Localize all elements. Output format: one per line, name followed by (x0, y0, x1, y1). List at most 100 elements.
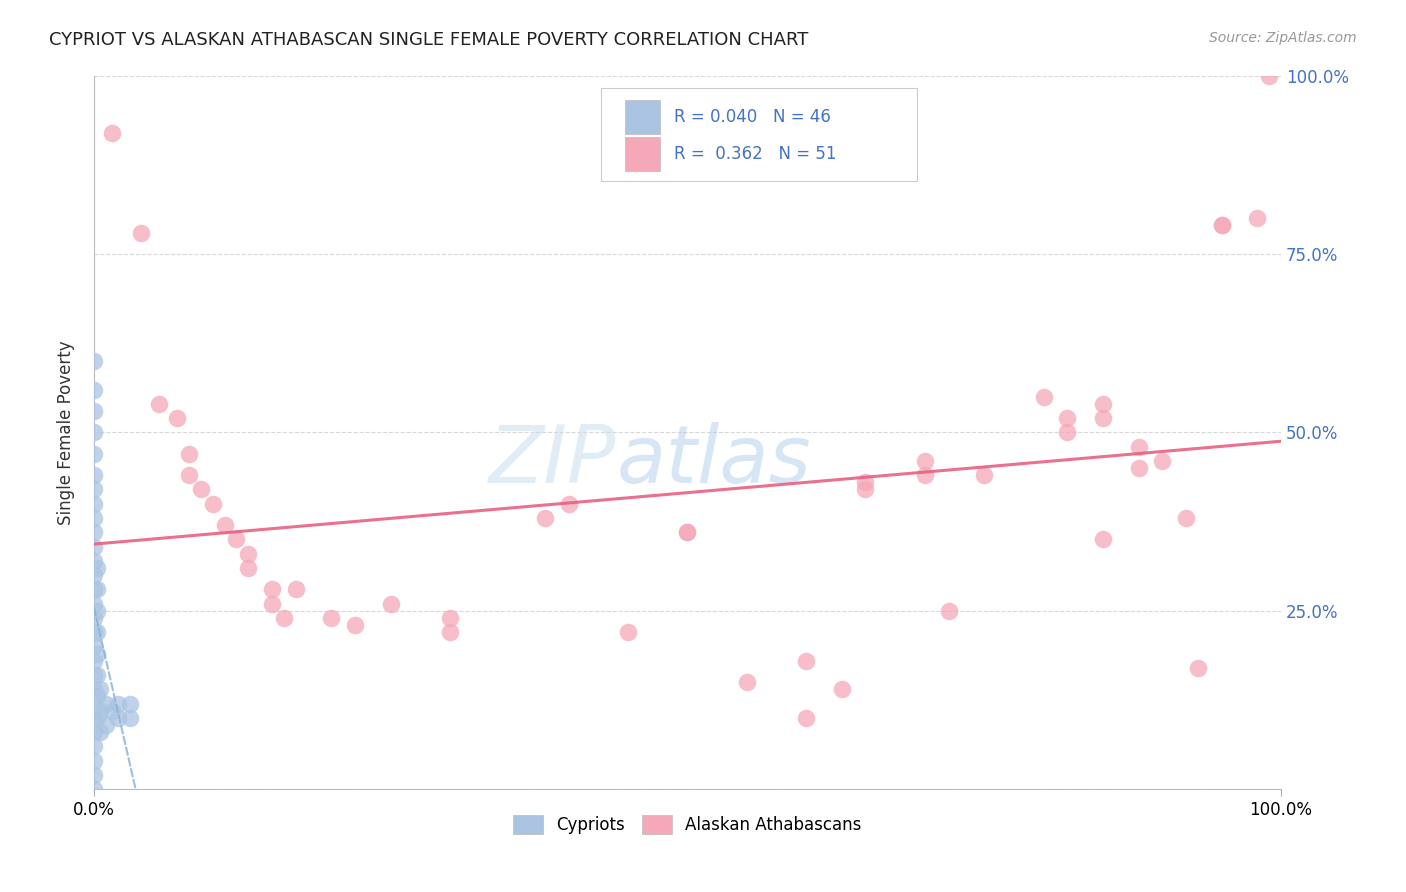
Point (100, 704, 122, 718)
Point (83, 383, 105, 397)
Point (94, 697, 117, 711)
Point (439, 625, 461, 640)
Point (83, 611, 105, 625)
Point (1056, 411, 1078, 425)
Point (83, 768, 105, 782)
Point (100, 126, 122, 140)
Point (1246, 211, 1268, 226)
Point (83, 497, 105, 511)
Point (86, 647, 108, 661)
Point (83, 625, 105, 640)
Point (938, 604, 960, 618)
Text: ZIP: ZIP (489, 422, 616, 500)
Point (107, 711, 129, 725)
Point (321, 611, 343, 625)
Point (83, 782, 105, 797)
Point (83, 697, 105, 711)
Point (89, 725, 111, 739)
FancyBboxPatch shape (624, 136, 661, 171)
Point (273, 611, 295, 625)
Point (380, 597, 402, 611)
Point (83, 668, 105, 682)
Point (201, 497, 224, 511)
Point (214, 518, 236, 533)
Point (225, 533, 247, 547)
Point (177, 468, 200, 483)
Point (344, 618, 367, 632)
Point (86, 711, 108, 725)
Point (794, 711, 817, 725)
Point (86, 668, 108, 682)
Point (89, 704, 111, 718)
Point (83, 682, 105, 697)
Point (83, 554, 105, 568)
Text: atlas: atlas (616, 422, 811, 500)
Point (86, 561, 108, 575)
Point (83, 654, 105, 668)
Point (914, 468, 936, 483)
Text: R = 0.040   N = 46: R = 0.040 N = 46 (675, 108, 831, 126)
Point (676, 525, 699, 540)
Point (118, 697, 141, 711)
Point (86, 582, 108, 597)
Point (118, 711, 141, 725)
Point (83, 511, 105, 525)
Point (86, 625, 108, 640)
Point (676, 525, 699, 540)
Point (177, 447, 200, 461)
Point (1258, 69, 1281, 83)
Point (284, 582, 307, 597)
Point (83, 568, 105, 582)
Point (1091, 411, 1114, 425)
Point (166, 411, 188, 425)
Point (83, 739, 105, 754)
Point (86, 604, 108, 618)
Point (94, 718, 117, 732)
Point (238, 547, 260, 561)
Point (1175, 511, 1198, 525)
Point (1091, 397, 1114, 411)
Y-axis label: Single Female Poverty: Single Female Poverty (58, 340, 75, 524)
Point (131, 226, 153, 240)
Point (1032, 390, 1054, 404)
Point (973, 468, 995, 483)
Point (1211, 219, 1233, 233)
Point (855, 483, 877, 497)
Point (83, 754, 105, 768)
Point (83, 582, 105, 597)
Point (1128, 461, 1150, 475)
Point (83, 711, 105, 725)
Text: Source: ZipAtlas.com: Source: ZipAtlas.com (1209, 31, 1357, 45)
Text: R =  0.362   N = 51: R = 0.362 N = 51 (675, 145, 837, 163)
Point (558, 497, 581, 511)
Point (1187, 661, 1209, 675)
Point (83, 525, 105, 540)
Point (83, 404, 105, 418)
Point (260, 597, 283, 611)
Point (238, 561, 260, 575)
Point (1211, 219, 1233, 233)
FancyBboxPatch shape (600, 87, 917, 181)
FancyBboxPatch shape (624, 100, 661, 134)
Point (855, 475, 877, 490)
Point (1091, 533, 1114, 547)
Point (1128, 440, 1150, 454)
Point (914, 454, 936, 468)
Point (617, 625, 640, 640)
Point (794, 654, 817, 668)
Point (83, 447, 105, 461)
Text: CYPRIOT VS ALASKAN ATHABASCAN SINGLE FEMALE POVERTY CORRELATION CHART: CYPRIOT VS ALASKAN ATHABASCAN SINGLE FEM… (49, 31, 808, 49)
Point (831, 682, 853, 697)
Point (83, 640, 105, 654)
Legend: Cypriots, Alaskan Athabascans: Cypriots, Alaskan Athabascans (513, 815, 862, 834)
Point (83, 483, 105, 497)
Point (260, 582, 283, 597)
Point (83, 725, 105, 739)
Point (190, 483, 212, 497)
Point (439, 611, 461, 625)
Point (1152, 454, 1174, 468)
Point (148, 397, 170, 411)
Point (83, 597, 105, 611)
Point (86, 690, 108, 704)
Point (83, 468, 105, 483)
